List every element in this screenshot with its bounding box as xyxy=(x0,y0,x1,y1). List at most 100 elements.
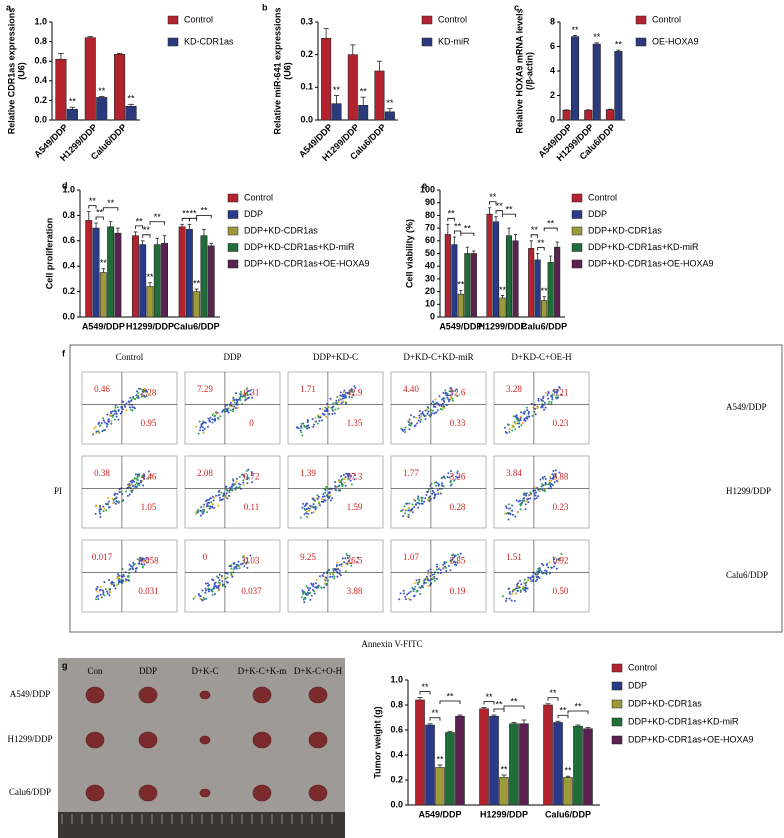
flow-dot xyxy=(211,590,214,593)
flow-dot xyxy=(529,494,532,497)
flow-dot xyxy=(93,427,96,430)
flow-dot xyxy=(328,406,331,409)
flow-dot xyxy=(143,560,146,563)
flow-dot xyxy=(553,391,556,394)
flow-dot xyxy=(309,592,312,595)
flow-dot xyxy=(529,497,532,500)
column-label: DDP xyxy=(139,666,157,676)
flow-dot xyxy=(345,552,348,555)
flow-dot xyxy=(221,580,224,583)
flow-dot xyxy=(95,595,98,598)
quadrant-value: 2.28 xyxy=(141,388,157,398)
flow-dot xyxy=(456,395,459,398)
flow-dot xyxy=(231,489,234,492)
flow-dot xyxy=(331,412,334,415)
flow-dot xyxy=(312,583,315,586)
tumor-photo xyxy=(58,658,345,838)
flow-dots xyxy=(295,385,357,437)
legend-label: KD-CDR1as xyxy=(184,36,234,46)
flow-plot xyxy=(287,539,384,613)
flow-dot xyxy=(237,482,240,485)
significance: ** xyxy=(550,688,558,698)
flow-dot xyxy=(225,408,228,411)
flow-dot xyxy=(117,418,120,421)
flow-dot xyxy=(549,485,552,488)
flow-dot xyxy=(97,594,100,597)
flow-dot xyxy=(551,398,554,401)
flow-dot xyxy=(536,406,539,409)
significance-bracket xyxy=(95,216,104,221)
flow-dot xyxy=(136,485,139,488)
quadrant-value: 3.28 xyxy=(506,384,522,394)
flow-dot xyxy=(412,415,415,418)
flow-dot xyxy=(217,504,220,507)
flow-dot xyxy=(233,562,236,565)
flow-dot xyxy=(234,407,237,410)
y-tick-label: 4 xyxy=(550,65,555,75)
significance: ** xyxy=(572,25,580,35)
flow-dot xyxy=(341,557,344,560)
flow-dot xyxy=(522,500,525,503)
flow-dot xyxy=(547,566,550,569)
y-tick-label: 2 xyxy=(550,90,555,100)
y-tick-label: 0.4 xyxy=(390,749,403,759)
flow-dot xyxy=(117,579,120,582)
flow-dot xyxy=(216,575,219,578)
flow-dot xyxy=(539,478,542,481)
flow-dot xyxy=(427,407,430,410)
flow-dot xyxy=(306,515,309,518)
significance-bracket xyxy=(543,227,558,232)
flow-dot xyxy=(229,401,232,404)
flow-dot xyxy=(243,554,246,557)
flow-dot xyxy=(194,595,197,598)
flow-frame xyxy=(69,344,783,633)
quadrant-value: 1.71 xyxy=(300,384,316,394)
flow-dot xyxy=(201,589,204,592)
flow-dot xyxy=(453,556,456,559)
flow-dot xyxy=(418,578,421,581)
flow-dot xyxy=(439,407,442,410)
flow-dot xyxy=(315,586,318,589)
flow-dot xyxy=(459,552,462,555)
quadrant-value: 42.9 xyxy=(347,388,363,398)
flow-dot xyxy=(308,426,311,429)
flow-dot xyxy=(235,477,238,480)
flow-dot xyxy=(527,497,530,500)
column-header: D+KD-C+OE-H xyxy=(511,352,572,362)
flow-dot xyxy=(441,398,444,401)
flow-dot xyxy=(414,499,417,502)
flow-dot xyxy=(105,425,108,428)
tumor xyxy=(252,731,272,749)
flow-dot xyxy=(450,395,453,398)
flow-dot xyxy=(547,397,550,400)
bar xyxy=(107,226,115,318)
flow-dot xyxy=(232,478,235,481)
flow-dot xyxy=(415,590,418,593)
flow-dot xyxy=(343,389,346,392)
flow-dot xyxy=(451,474,454,477)
flow-dot xyxy=(423,582,426,585)
quadrant-value: 0.72 xyxy=(244,472,260,482)
flow-dot xyxy=(526,417,529,420)
tumor xyxy=(199,788,211,798)
flow-dot xyxy=(100,422,103,425)
flow-dot xyxy=(109,591,112,594)
flow-dot xyxy=(509,507,512,510)
flow-dot xyxy=(449,484,452,487)
flow-dot xyxy=(427,570,430,573)
flow-dot xyxy=(527,411,530,414)
flow-dot xyxy=(419,592,422,595)
flow-dot xyxy=(317,502,320,505)
flow-dot xyxy=(518,417,521,420)
significance-bracket xyxy=(181,217,190,222)
flow-plot xyxy=(493,455,590,529)
flow-dot xyxy=(303,591,306,594)
flow-dot xyxy=(526,409,529,412)
flow-dot xyxy=(141,559,144,562)
flow-dot xyxy=(515,499,518,502)
flow-dot xyxy=(312,503,315,506)
flow-dot xyxy=(450,475,453,478)
flow-dot xyxy=(552,390,555,393)
significance: ** xyxy=(146,272,154,282)
significance-bracket xyxy=(453,230,462,234)
